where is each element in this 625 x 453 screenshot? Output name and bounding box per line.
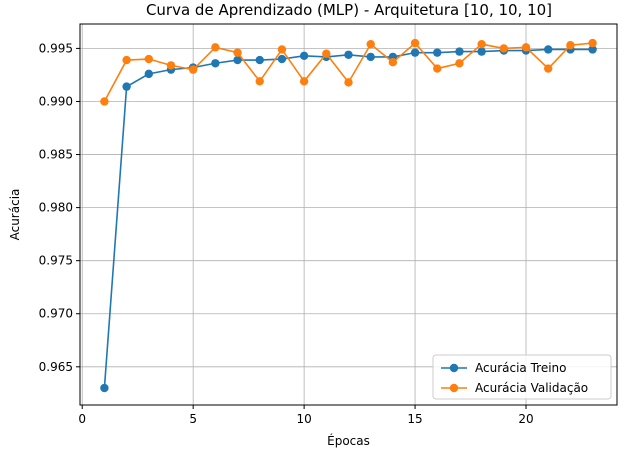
x-axis: 0 5 10 15 20	[78, 405, 534, 426]
legend-item: Acurácia Treino	[441, 361, 567, 375]
data-point	[322, 49, 331, 58]
data-point	[388, 58, 398, 67]
data-point	[211, 59, 220, 68]
data-point	[277, 54, 287, 64]
data-point	[255, 77, 264, 86]
y-tick-label: 0.985	[39, 148, 73, 162]
data-point	[100, 383, 109, 393]
data-point	[344, 78, 353, 87]
y-tick-label: 0.975	[39, 254, 73, 268]
data-point	[344, 50, 353, 59]
legend-swatch-marker	[449, 363, 459, 373]
legend-label: Acurácia Validação	[475, 381, 588, 395]
x-tick-label: 20	[518, 412, 533, 426]
y-axis-label: Acurácia	[8, 189, 22, 241]
data-point	[588, 38, 597, 48]
data-point	[455, 47, 464, 56]
y-tick-label: 0.970	[39, 307, 73, 321]
data-point	[299, 51, 309, 61]
data-point	[566, 41, 575, 50]
data-point	[233, 55, 242, 65]
series-line	[103, 48, 593, 389]
data-point	[188, 65, 198, 74]
y-tick-label: 0.980	[39, 201, 73, 215]
data-point	[588, 45, 597, 54]
x-axis-label: Épocas	[327, 433, 370, 448]
series-layer	[100, 38, 597, 393]
data-point	[544, 64, 553, 73]
x-tick-label: 15	[407, 412, 422, 426]
y-axis: 0.965 0.970 0.975 0.980 0.985 0.990 0.995	[39, 41, 80, 374]
legend-box	[432, 354, 612, 400]
data-point	[499, 44, 509, 53]
data-point	[100, 97, 109, 106]
data-point	[455, 59, 464, 68]
plot-frame	[79, 23, 618, 406]
data-point	[122, 82, 131, 91]
chart-title: Curva de Aprendizado (MLP) - Arquitetura…	[146, 1, 552, 19]
data-point	[233, 48, 242, 57]
data-point	[410, 38, 420, 48]
data-point	[366, 39, 375, 49]
x-tick-label: 5	[189, 412, 197, 426]
data-point	[277, 45, 287, 54]
series-treino	[100, 45, 597, 393]
y-tick-label: 0.965	[39, 360, 73, 374]
data-point	[521, 43, 531, 52]
data-point	[211, 43, 220, 52]
y-tick-label: 0.995	[39, 41, 73, 55]
data-point	[255, 55, 264, 65]
data-point	[366, 52, 375, 62]
legend-label: Acurácia Treino	[475, 361, 567, 375]
series-validacao	[100, 38, 597, 106]
legend-swatch-marker	[449, 383, 459, 393]
grid	[80, 24, 617, 405]
legend: Acurácia Treino Acurácia Validação	[432, 354, 612, 400]
legend-item: Acurácia Validação	[441, 381, 588, 395]
y-tick-label: 0.990	[39, 94, 73, 108]
x-tick-label: 0	[78, 412, 86, 426]
data-point	[122, 55, 131, 65]
data-point	[410, 48, 420, 57]
data-point	[433, 48, 442, 57]
data-point	[433, 64, 442, 73]
data-point	[477, 47, 486, 56]
data-point	[299, 77, 309, 86]
data-point	[544, 45, 553, 54]
data-point	[144, 54, 153, 64]
x-tick-label: 10	[296, 412, 311, 426]
data-point	[477, 39, 486, 49]
data-point	[166, 61, 176, 70]
data-point	[144, 69, 153, 79]
